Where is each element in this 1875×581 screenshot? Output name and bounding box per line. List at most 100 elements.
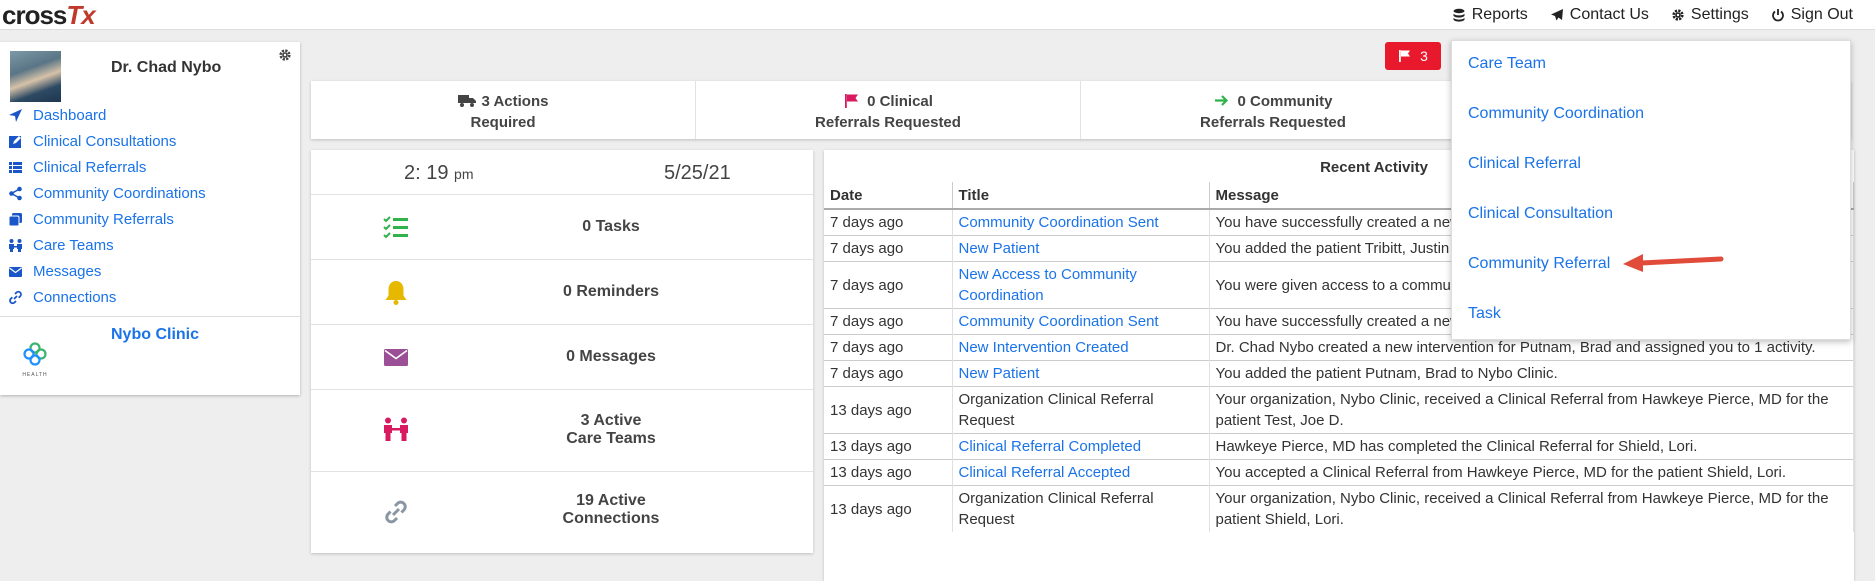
reports-link[interactable]: Reports xyxy=(1452,6,1528,24)
messages-count: 0 Messages xyxy=(566,348,656,365)
tasks-count: 0 Tasks xyxy=(582,218,640,235)
sign-out-label: Sign Out xyxy=(1790,6,1853,23)
link-icon xyxy=(385,500,407,524)
activity-title-cell: New Patient xyxy=(952,360,1210,387)
activity-title-link[interactable]: New Patient xyxy=(958,365,1040,382)
arrow-right-icon xyxy=(1215,95,1229,106)
sidebar-item-label[interactable]: Clinical Referrals xyxy=(33,158,147,176)
sidebar-menu: Dashboard Clinical Consultations Clinica… xyxy=(8,102,206,310)
activity-title-cell: Community Coordination Sent xyxy=(952,208,1210,236)
clinical-referrals-requested[interactable]: 0 Clinical Referrals Requested xyxy=(696,81,1081,139)
sidebar-item-label[interactable]: Community Coordinations xyxy=(33,184,206,202)
activity-date: 7 days ago xyxy=(824,261,953,309)
activity-date: 7 days ago xyxy=(824,334,953,361)
activity-message: You accepted a Clinical Referral from Ha… xyxy=(1209,459,1854,486)
activity-message: You added the patient Putnam, Brad to Ny… xyxy=(1209,360,1854,387)
sidebar-item-clinical-referrals[interactable]: Clinical Referrals xyxy=(8,154,206,180)
time-date-row: 2: 19 pm 5/25/21 xyxy=(311,150,813,195)
care-teams-row[interactable]: 3 Active Care Teams xyxy=(311,390,813,472)
table-row: 13 days ago Clinical Referral Completed Ha… xyxy=(824,433,1854,460)
sidebar-item-community-coordinations[interactable]: Community Coordinations xyxy=(8,180,206,206)
activity-title-link[interactable]: New Intervention Created xyxy=(958,339,1129,356)
table-row: 7 days ago New Intervention Created Dr. Ch… xyxy=(824,334,1854,361)
settings-label: Settings xyxy=(1690,6,1749,23)
activity-date: 13 days ago xyxy=(824,386,953,434)
sidebar-item-clinical-consultations[interactable]: Clinical Consultations xyxy=(8,128,206,154)
activity-title-link[interactable]: New Patient xyxy=(958,240,1040,257)
reports-label: Reports xyxy=(1471,6,1528,23)
bell-icon xyxy=(385,281,407,305)
recent-activity-panel: Recent Activity Date Title Message 7 day… xyxy=(824,150,1854,581)
link-icon xyxy=(9,290,22,304)
flag-icon xyxy=(845,94,859,108)
current-time: 2: 19 pm xyxy=(404,162,474,184)
dropdown-item-clinical-consultation[interactable]: Clinical Consultation xyxy=(1468,205,1613,222)
flag-badge[interactable]: 3 xyxy=(1385,42,1441,70)
reminders-row[interactable]: 0 Reminders xyxy=(311,260,813,325)
clinic-logo-text: HEALTH xyxy=(22,372,48,378)
dropdown-item-care-team[interactable]: Care Team xyxy=(1468,55,1546,72)
settings-link[interactable]: Settings xyxy=(1671,6,1749,24)
flag-count: 3 xyxy=(1420,48,1428,64)
activity-title-cell: Clinical Referral Accepted xyxy=(952,459,1210,486)
clinic-logo: HEALTH xyxy=(22,342,48,378)
activity-date: 7 days ago xyxy=(824,308,953,335)
activity-date: 7 days ago xyxy=(824,208,953,236)
dropdown-item-task[interactable]: Task xyxy=(1468,305,1501,322)
sign-out-link[interactable]: Sign Out xyxy=(1771,6,1853,24)
contact-us-label: Contact Us xyxy=(1569,6,1649,23)
sidebar-item-label[interactable]: Care Teams xyxy=(33,236,114,254)
table-row: 13 days ago Organization Clinical Referra… xyxy=(824,386,1854,434)
sidebar-item-label[interactable]: Connections xyxy=(33,288,117,306)
sidebar-item-care-teams[interactable]: Care Teams xyxy=(8,232,206,258)
sidebar-item-community-referrals[interactable]: Community Referrals xyxy=(8,206,206,232)
tasks-row[interactable]: 0 Tasks xyxy=(311,195,813,260)
care-teams-count: 3 Active Care Teams xyxy=(566,412,656,447)
doctor-name: Dr. Chad Nybo xyxy=(111,59,222,76)
power-icon xyxy=(1771,9,1784,22)
activity-title-link[interactable]: New Access to Community Coordination xyxy=(958,266,1137,304)
clinic-name[interactable]: Nybo Clinic xyxy=(111,326,200,343)
activity-message: Hawkeye Pierce, MD has completed the Cli… xyxy=(1209,433,1854,460)
activity-title-cell: Organization Clinical Referral Request xyxy=(952,485,1210,532)
sidebar-item-dashboard[interactable]: Dashboard xyxy=(8,102,206,128)
stats-panel: 2: 19 pm 5/25/21 0 Tasks 0 Reminders 0 M… xyxy=(311,150,813,553)
left-sidebar: Dr. Chad Nybo Dashboard Clinical Consult… xyxy=(0,42,300,395)
sidebar-item-label[interactable]: Messages xyxy=(33,262,102,280)
crosstx-logo[interactable]: crossTx xyxy=(2,0,96,30)
activity-title-link[interactable]: Community Coordination Sent xyxy=(958,313,1159,330)
recent-activity-table: Date Title Message 7 days ago Community C… xyxy=(824,182,1854,532)
dropdown-item-clinical-referral[interactable]: Clinical Referral xyxy=(1468,155,1581,172)
sidebar-divider xyxy=(0,316,300,317)
activity-title-cell: Clinical Referral Completed xyxy=(952,433,1210,460)
sidebar-item-label[interactable]: Community Referrals xyxy=(33,210,174,228)
contact-us-link[interactable]: Contact Us xyxy=(1550,6,1649,24)
flag-icon xyxy=(1399,50,1411,62)
sidebar-item-messages[interactable]: Messages xyxy=(8,258,206,284)
column-header-title[interactable]: Title xyxy=(952,182,1210,210)
activity-message: Your organization, Nybo Clinic, received… xyxy=(1209,485,1854,532)
top-nav-links: Reports Contact Us Settings Sign Out xyxy=(1452,6,1853,24)
activity-title-link[interactable]: Community Coordination Sent xyxy=(958,214,1159,231)
activity-title-link[interactable]: Clinical Referral Completed xyxy=(958,438,1142,455)
dropdown-item-community-coordination[interactable]: Community Coordination xyxy=(1468,105,1645,122)
connections-row[interactable]: 19 Active Connections xyxy=(311,472,813,552)
actions-required[interactable]: 3 Actions Required xyxy=(311,81,696,139)
column-header-date[interactable]: Date xyxy=(824,182,953,210)
annotation-arrow xyxy=(1623,254,1724,272)
sidebar-item-label[interactable]: Clinical Consultations xyxy=(33,132,177,150)
avatar[interactable] xyxy=(10,51,61,102)
activity-title-link[interactable]: Clinical Referral Accepted xyxy=(958,464,1131,481)
activity-date: 7 days ago xyxy=(824,235,953,262)
list-icon xyxy=(9,161,22,173)
activity-title-cell: New Intervention Created xyxy=(952,334,1210,361)
dropdown-item-community-referral[interactable]: Community Referral xyxy=(1468,255,1611,272)
sidebar-item-label[interactable]: Dashboard xyxy=(33,106,107,124)
sidebar-item-connections[interactable]: Connections xyxy=(8,284,206,310)
profile-gear-icon[interactable] xyxy=(278,48,292,62)
messages-row[interactable]: 0 Messages xyxy=(311,325,813,390)
community-referrals-requested[interactable]: 0 Community Referrals Requested xyxy=(1081,81,1466,139)
activity-date: 13 days ago xyxy=(824,459,953,486)
paper-plane-icon xyxy=(1550,9,1563,21)
location-arrow-icon xyxy=(9,108,22,122)
